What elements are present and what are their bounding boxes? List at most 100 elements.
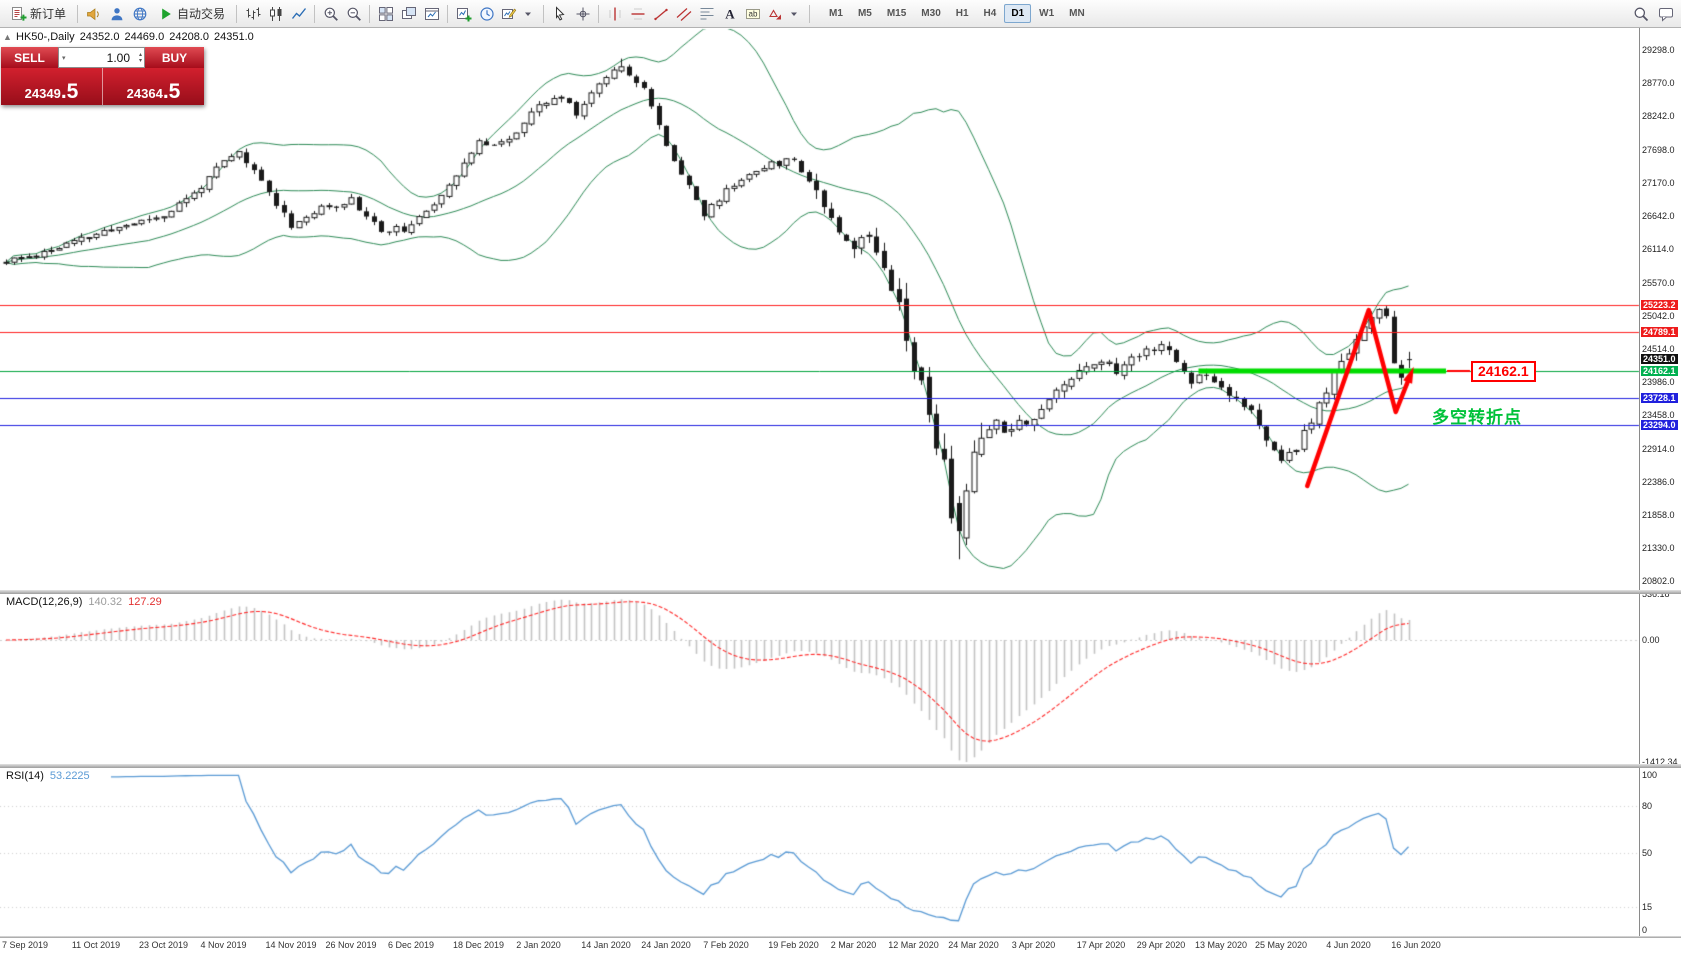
tile-windows-button[interactable]	[374, 3, 397, 25]
timeframe-d1[interactable]: D1	[1004, 4, 1032, 23]
price-axis[interactable]: 29298.0 28770.0 28242.0 27698.0 27170.0 26642…	[1640, 0, 1681, 953]
volume-up-icon[interactable]: ▴	[138, 51, 142, 58]
time-axis-label: 24 Mar 2020	[948, 940, 999, 950]
auto-trading-button[interactable]: 自动交易	[151, 3, 232, 25]
rsi-axis-tick: 100	[1642, 770, 1658, 780]
price-axis-tick: 26114.0	[1642, 244, 1674, 254]
sell-price-button[interactable]: 24349.5	[1, 68, 102, 105]
svg-text:A: A	[725, 6, 735, 21]
panel-divider-macd[interactable]	[0, 590, 1681, 594]
fibo-icon	[700, 7, 714, 19]
blue-level-label-2: 23294.0	[1641, 420, 1678, 431]
caret-icon	[791, 12, 798, 16]
arrange-windows-button[interactable]	[420, 3, 443, 25]
symbol-title: HK50-,Daily	[16, 31, 75, 43]
timeframe-w1[interactable]: W1	[1039, 8, 1055, 19]
zoomout-icon	[347, 7, 361, 21]
time-axis-label: 4 Jun 2020	[1326, 940, 1371, 950]
search-button[interactable]	[1629, 3, 1652, 25]
line-chart-button[interactable]	[287, 3, 310, 25]
chat-button[interactable]	[1654, 3, 1677, 25]
buy-price-button[interactable]: 24364.5	[102, 68, 204, 105]
toolbar-separator	[77, 4, 79, 23]
macd-axis-tick: -1412.34	[1642, 757, 1678, 767]
candlestick-chart-button[interactable]	[264, 3, 287, 25]
price-axis-tick: 20802.0	[1642, 576, 1675, 586]
rsi-indicator-label: RSI(14) 53.2225	[6, 770, 90, 782]
zoom-in-button[interactable]	[319, 3, 342, 25]
volume-down-icon[interactable]: ▾	[138, 57, 142, 64]
time-axis-label: 23 Oct 2019	[138, 940, 189, 950]
zoomin-icon	[324, 7, 338, 21]
toolbar-right	[1629, 3, 1677, 25]
volume-stepper[interactable]: ▴ ▾	[139, 49, 142, 66]
svg-text:ab: ab	[748, 9, 757, 18]
market-button[interactable]	[128, 3, 151, 25]
alerts-button[interactable]	[82, 3, 105, 25]
sell-price-main: 24349	[24, 86, 61, 101]
time-axis-label: 7 Feb 2020	[703, 940, 749, 950]
chart-templates-button[interactable]	[498, 3, 539, 25]
caret-icon	[525, 12, 532, 16]
channel-tool-button[interactable]	[672, 3, 695, 25]
time-axis-label: 26 Nov 2019	[325, 940, 377, 950]
cursor-tool-button[interactable]	[548, 3, 571, 25]
macd-main-value: 140.32	[88, 596, 123, 608]
price-axis-tick: 25570.0	[1642, 278, 1675, 288]
buy-price-frac: .5	[162, 80, 181, 103]
crosshair-tool-button[interactable]	[571, 3, 594, 25]
textA-icon: A	[725, 6, 735, 21]
timeframe-h1[interactable]: H1	[955, 8, 969, 19]
new-chart-button[interactable]	[452, 3, 475, 25]
text-tool-button[interactable]: A	[718, 3, 741, 25]
shapes-icon	[769, 8, 782, 19]
timeframe-mn[interactable]: MN	[1069, 8, 1085, 19]
label-tool-button[interactable]: ab	[741, 3, 764, 25]
time-axis-label: 6 Dec 2019	[387, 940, 435, 950]
vertical-line-tool-button[interactable]	[603, 3, 626, 25]
time-axis-label: 12 Mar 2020	[888, 940, 939, 950]
newchart-icon	[456, 7, 472, 21]
chart-periods-button[interactable]	[475, 3, 498, 25]
buy-price-main: 24364	[126, 86, 163, 101]
timeframe-m15[interactable]: M15	[886, 8, 907, 19]
volume-preset-caret-icon[interactable]: ▾	[62, 54, 66, 62]
community-button[interactable]	[105, 3, 128, 25]
timeframe-h4[interactable]: H4	[983, 8, 997, 19]
fibonacci-tool-button[interactable]	[695, 3, 718, 25]
trendline-tool-button[interactable]	[649, 3, 672, 25]
time-axis-label: 18 Dec 2019	[452, 940, 505, 950]
rsi-value: 53.2225	[49, 770, 90, 782]
one-click-collapse-icon[interactable]: ▲	[3, 32, 12, 42]
time-axis-label: 16 Jun 2020	[1391, 940, 1441, 950]
time-axis-label: 19 Feb 2020	[768, 940, 819, 950]
pivot-annotation-text[interactable]: 多空转折点	[1432, 408, 1522, 427]
cascade-windows-button[interactable]	[397, 3, 420, 25]
buy-button[interactable]: BUY	[145, 47, 204, 68]
horizontal-line-tool-button[interactable]	[626, 3, 649, 25]
support-level-callout[interactable]: 24162.1	[1471, 361, 1536, 382]
volume-input[interactable]: ▾ 1.00 ▴ ▾	[58, 47, 145, 68]
shapes-tool-button[interactable]	[764, 3, 805, 25]
time-axis[interactable]: 7 Sep 2019 11 Oct 2019 23 Oct 2019 4 Nov 20…	[0, 938, 1681, 953]
time-axis-label: 17 Apr 2020	[1076, 940, 1126, 950]
zoom-out-button[interactable]	[342, 3, 365, 25]
bar-chart-button[interactable]	[241, 3, 264, 25]
panel-divider-rsi[interactable]	[0, 764, 1681, 768]
timeframe-m1[interactable]: M1	[829, 8, 843, 19]
rsi-axis-tick: 0	[1642, 925, 1648, 935]
time-axis-label: 11 Oct 2019	[71, 940, 121, 950]
timeframe-m5[interactable]: M5	[857, 8, 872, 19]
macd-signal-value: 127.29	[128, 596, 162, 608]
arrange-icon	[424, 7, 439, 20]
sell-button[interactable]: SELL	[1, 47, 58, 68]
timeframe-m30[interactable]: M30	[921, 8, 941, 19]
play-icon	[162, 8, 171, 19]
support-label: 24162.1	[1641, 365, 1678, 376]
volume-value: 1.00	[106, 50, 130, 65]
linechart-icon	[291, 7, 306, 19]
bars-icon	[246, 7, 261, 19]
new-order-button[interactable]: 新订单	[4, 3, 73, 25]
rsi-axis-tick: 50	[1642, 847, 1653, 858]
